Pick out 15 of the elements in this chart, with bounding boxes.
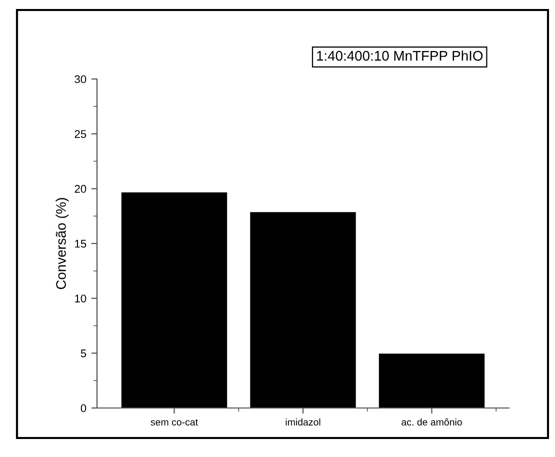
bar	[121, 192, 228, 408]
x-tick-label: imidazol	[286, 418, 320, 426]
x-tick-label: ac. de amônio	[402, 418, 462, 426]
y-tick-label: 30	[74, 75, 86, 84]
y-tick-label: 0	[80, 404, 86, 412]
bar	[250, 212, 356, 408]
y-axis-title: Conversão (%)	[56, 198, 69, 290]
y-tick-label: 5	[80, 350, 86, 358]
x-tick-label: sem co-cat	[150, 419, 198, 426]
y-tick-label: 10	[75, 294, 86, 302]
text: 1:40:400:10 MnTFPP PhIO	[317, 50, 483, 61]
y-tick-label: 15	[75, 240, 86, 248]
y-tick-label: 25	[74, 130, 86, 138]
bar	[378, 354, 485, 408]
y-tick-label: 20	[74, 184, 86, 193]
